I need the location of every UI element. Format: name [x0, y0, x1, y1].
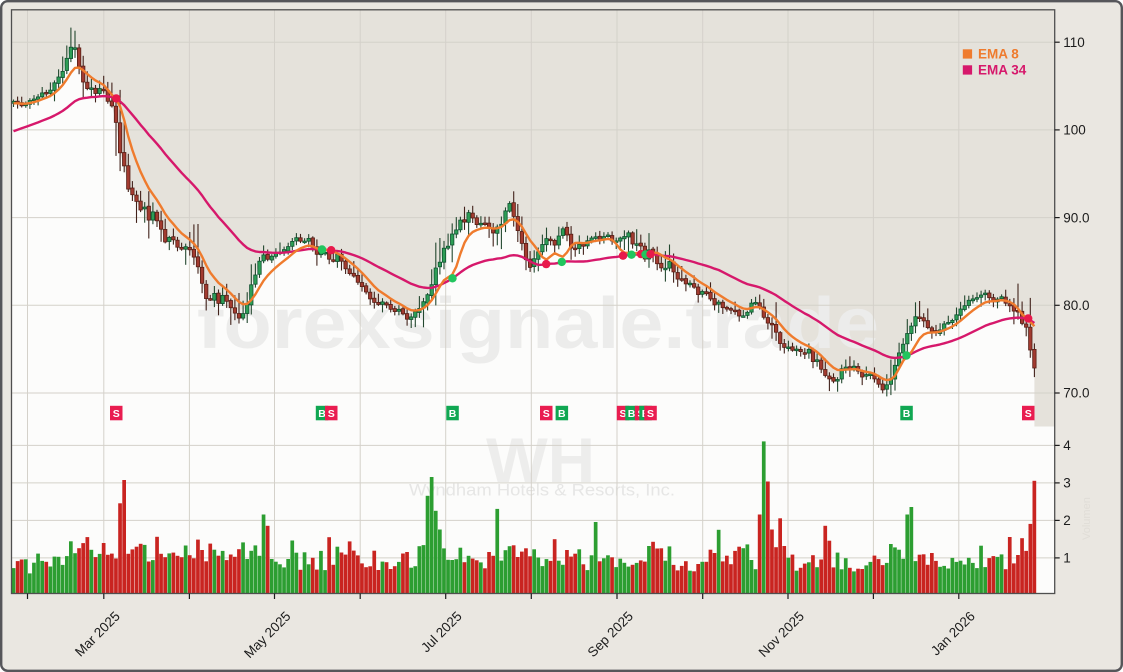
svg-text:S: S — [1025, 408, 1032, 420]
svg-text:EMA 8: EMA 8 — [978, 47, 1019, 62]
svg-text:B: B — [449, 408, 457, 420]
svg-text:B: B — [558, 408, 566, 420]
svg-text:forexsignale.trade: forexsignale.trade — [197, 284, 879, 364]
svg-text:80.0: 80.0 — [1063, 298, 1089, 313]
svg-text:B: B — [628, 408, 636, 420]
svg-text:3: 3 — [1063, 476, 1071, 491]
svg-text:S: S — [543, 408, 550, 420]
svg-text:S: S — [328, 408, 335, 420]
svg-text:Wyndham Hotels & Resorts, Inc.: Wyndham Hotels & Resorts, Inc. — [409, 481, 675, 500]
svg-text:4: 4 — [1063, 438, 1071, 453]
svg-text:110: 110 — [1063, 35, 1085, 50]
svg-text:B: B — [318, 408, 326, 420]
svg-text:Volumen: Volumen — [1081, 497, 1093, 540]
svg-text:EMA 34: EMA 34 — [978, 63, 1027, 78]
svg-text:70.0: 70.0 — [1063, 386, 1089, 401]
svg-text:1: 1 — [1063, 551, 1071, 566]
svg-text:90.0: 90.0 — [1063, 210, 1089, 225]
svg-text:S: S — [113, 408, 120, 420]
svg-text:2: 2 — [1063, 513, 1071, 528]
svg-text:B: B — [903, 408, 911, 420]
svg-text:WH: WH — [486, 426, 595, 496]
svg-text:S: S — [647, 408, 654, 420]
svg-text:100: 100 — [1063, 123, 1086, 138]
svg-text:S: S — [619, 408, 626, 420]
